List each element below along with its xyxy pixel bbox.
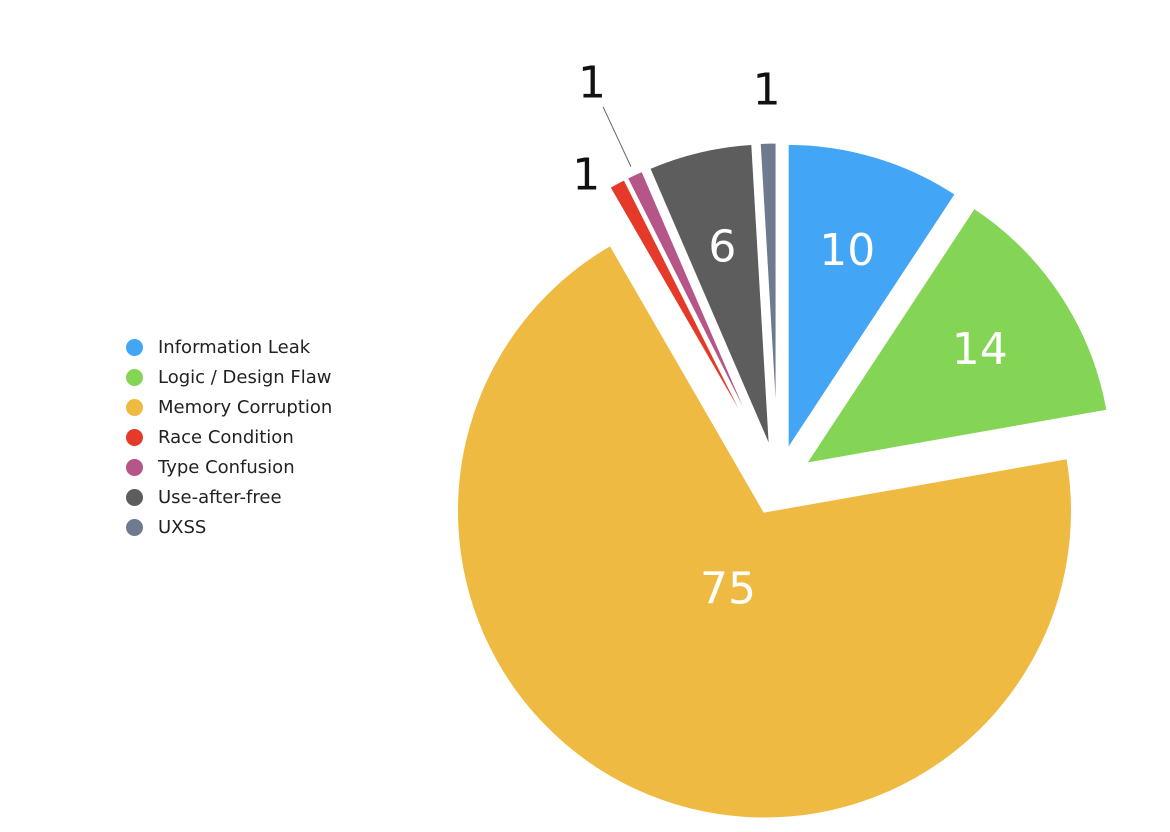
data-label-information-leak: 10	[819, 225, 875, 276]
legend-swatch-logic-design-flaw	[126, 368, 143, 386]
legend-item-logic-design-flaw: Logic / Design Flaw	[126, 362, 332, 392]
legend-swatch-use-after-free	[126, 488, 143, 506]
data-label-race-condition: 1	[572, 150, 600, 201]
legend-item-uxss: UXSS	[126, 512, 332, 542]
data-label-uxss: 1	[753, 65, 781, 116]
legend-swatch-memory-corruption	[126, 398, 143, 416]
leader-line-type-confusion	[602, 106, 632, 167]
leader-lines	[602, 106, 632, 167]
legend-item-use-after-free: Use-after-free	[126, 482, 332, 512]
legend-swatch-race-condition	[126, 428, 143, 446]
legend-item-information-leak: Information Leak	[126, 332, 332, 362]
legend-label-race-condition: Race Condition	[158, 426, 294, 448]
pie-slice-type-confusion	[624, 168, 766, 454]
pie-slice-use-after-free	[646, 141, 773, 452]
legend-label-memory-corruption: Memory Corruption	[158, 396, 333, 418]
pie-slices	[454, 140, 1110, 821]
legend: Information Leak Logic / Design Flaw Mem…	[126, 332, 332, 542]
legend-swatch-information-leak	[126, 338, 143, 356]
legend-label-type-confusion: Type Confusion	[158, 456, 295, 478]
legend-item-memory-corruption: Memory Corruption	[126, 392, 332, 422]
data-label-memory-corruption: 75	[700, 564, 756, 615]
legend-label-uxss: UXSS	[158, 516, 207, 538]
legend-swatch-uxss	[126, 518, 143, 536]
pie-slice-memory-corruption	[454, 242, 1074, 821]
legend-item-race-condition: Race Condition	[126, 422, 332, 452]
legend-label-logic-design-flaw: Logic / Design Flaw	[158, 366, 332, 388]
pie-slice-race-condition	[606, 176, 765, 455]
legend-swatch-type-confusion	[126, 458, 143, 476]
data-label-type-confusion: 1	[578, 58, 606, 109]
legend-label-use-after-free: Use-after-free	[158, 486, 282, 508]
data-label-logic-design-flaw: 14	[952, 324, 1008, 375]
pie-slice-information-leak	[785, 141, 959, 457]
legend-item-type-confusion: Type Confusion	[126, 452, 332, 482]
pie-slice-uxss	[757, 140, 779, 451]
data-label-use-after-free: 6	[708, 222, 736, 273]
pie-slice-logic-design-flaw	[801, 205, 1110, 467]
legend-label-information-leak: Information Leak	[158, 336, 311, 358]
